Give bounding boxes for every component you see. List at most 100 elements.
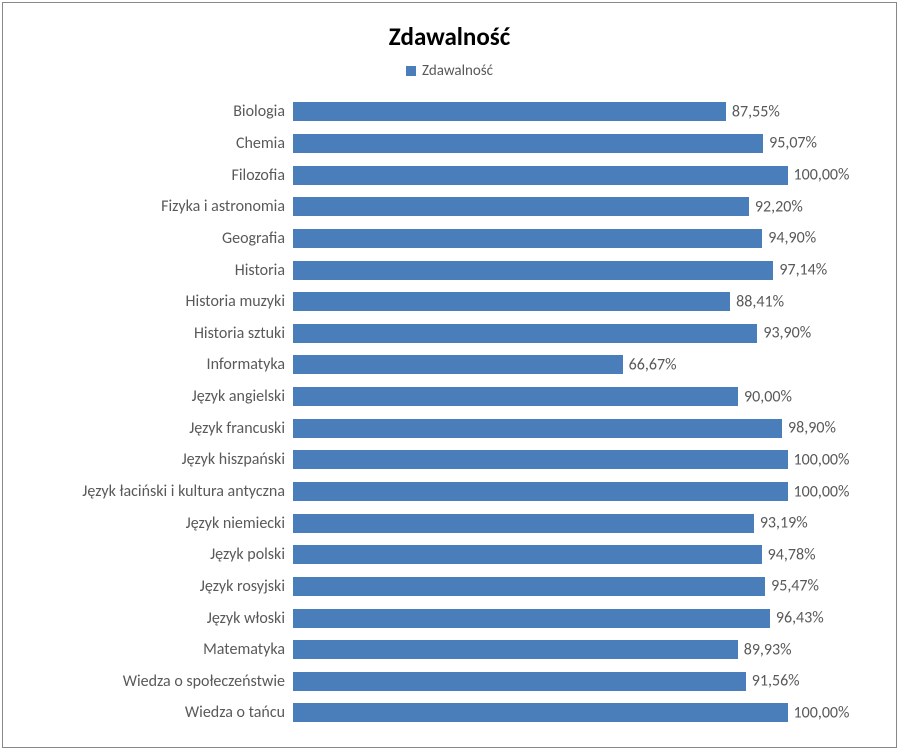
bar-track: 100,00% [293,446,868,474]
legend-label: Zdawalność [422,62,493,80]
bar-category-label: Język polski [13,545,293,564]
bar-fill: 91,56% [293,672,746,691]
bar-fill: 97,14% [293,261,773,280]
bar-row: Wiedza o społeczeństwie91,56% [13,667,868,695]
bar-fill: 94,90% [293,229,762,248]
bar-value-label: 95,07% [763,134,817,153]
bar-fill: 88,41% [293,292,730,311]
bar-category-label: Historia sztuki [13,324,293,343]
bar-value-label: 96,43% [770,609,824,628]
bar-track: 98,90% [293,414,868,442]
bar-value-label: 87,55% [726,102,780,121]
bar-fill: 98,90% [293,419,782,438]
bar-fill: 87,55% [293,102,726,121]
bar-track: 88,41% [293,288,868,316]
bar-row: Filozofia100,00% [13,161,868,189]
bar-value-label: 92,20% [749,197,803,216]
bar-track: 100,00% [293,699,868,727]
bar-track: 66,67% [293,351,868,379]
bar-track: 100,00% [293,161,868,189]
bar-value-label: 94,78% [762,545,816,564]
bar-row: Język łaciński i kultura antyczna 100,00% [13,478,868,506]
bar-value-label: 95,47% [765,577,819,596]
bar-row: Język hiszpański100,00% [13,446,868,474]
bar-track: 90,00% [293,383,868,411]
bar-fill: 95,47% [293,577,765,596]
bar-value-label: 94,90% [762,229,816,248]
bar-fill: 95,07% [293,134,763,153]
bar-row: Język rosyjski95,47% [13,572,868,600]
bar-fill: 93,90% [293,324,757,343]
bar-value-label: 93,19% [754,514,808,533]
bar-value-label: 89,93% [738,640,792,659]
bar-category-label: Fizyka i astronomia [13,197,293,216]
bar-track: 100,00% [293,478,868,506]
bar-row: Fizyka i astronomia92,20% [13,193,868,221]
bar-row: Język włoski96,43% [13,604,868,632]
bar-fill: 94,78% [293,545,762,564]
bar-category-label: Wiedza o tańcu [13,703,293,722]
bar-value-label: 100,00% [788,166,850,185]
legend-swatch [406,66,416,76]
bar-row: Historia muzyki88,41% [13,288,868,316]
bar-category-label: Geografia [13,229,293,248]
bar-fill: 100,00% [293,450,788,469]
bar-fill: 66,67% [293,355,623,374]
bar-value-label: 97,14% [773,261,827,280]
bar-row: Matematyka89,93% [13,636,868,664]
bar-category-label: Język łaciński i kultura antyczna [13,482,293,501]
bar-row: Historia97,14% [13,256,868,284]
bar-row: Język niemiecki93,19% [13,509,868,537]
bar-fill: 92,20% [293,197,749,216]
bar-category-label: Biologia [13,102,293,121]
bar-category-label: Język niemiecki [13,514,293,533]
bar-category-label: Język angielski [13,387,293,406]
bar-fill: 100,00% [293,703,788,722]
bar-value-label: 93,90% [757,324,811,343]
bar-track: 92,20% [293,193,868,221]
bar-category-label: Język włoski [13,609,293,628]
bar-category-label: Język francuski [13,419,293,438]
bar-category-label: Język hiszpański [13,450,293,469]
bar-category-label: Język rosyjski [13,577,293,596]
bar-value-label: 88,41% [730,292,784,311]
bar-fill: 100,00% [293,166,788,185]
bar-row: Język angielski90,00% [13,383,868,411]
bar-fill: 93,19% [293,514,754,533]
bar-track: 96,43% [293,604,868,632]
bar-category-label: Wiedza o społeczeństwie [13,672,293,691]
bar-value-label: 91,56% [746,672,800,691]
bar-value-label: 100,00% [788,482,850,501]
bar-track: 95,07% [293,129,868,157]
bar-track: 94,90% [293,224,868,252]
bar-track: 91,56% [293,667,868,695]
bar-track: 97,14% [293,256,868,284]
bar-fill: 90,00% [293,387,738,406]
bar-value-label: 90,00% [738,387,792,406]
chart-container: Zdawalność Zdawalność Biologia87,55%Chem… [2,2,897,748]
bar-category-label: Historia muzyki [13,292,293,311]
bar-track: 95,47% [293,572,868,600]
bar-value-label: 98,90% [782,419,836,438]
bar-fill: 96,43% [293,609,770,628]
chart-title: Zdawalność [13,21,886,52]
bar-track: 87,55% [293,98,868,126]
bar-fill: 89,93% [293,640,738,659]
bar-category-label: Filozofia [13,166,293,185]
bar-row: Biologia87,55% [13,98,868,126]
bar-row: Wiedza o tańcu100,00% [13,699,868,727]
bar-category-label: Chemia [13,134,293,153]
bar-row: Język francuski98,90% [13,414,868,442]
bar-track: 94,78% [293,541,868,569]
bar-row: Informatyka66,67% [13,351,868,379]
bar-value-label: 100,00% [788,703,850,722]
bar-value-label: 66,67% [623,355,677,374]
bar-track: 93,19% [293,509,868,537]
legend: Zdawalność [13,62,886,80]
bar-row: Chemia95,07% [13,129,868,157]
bar-row: Historia sztuki93,90% [13,319,868,347]
bar-track: 93,90% [293,319,868,347]
bar-row: Geografia94,90% [13,224,868,252]
bar-row: Język polski94,78% [13,541,868,569]
bar-value-label: 100,00% [788,450,850,469]
